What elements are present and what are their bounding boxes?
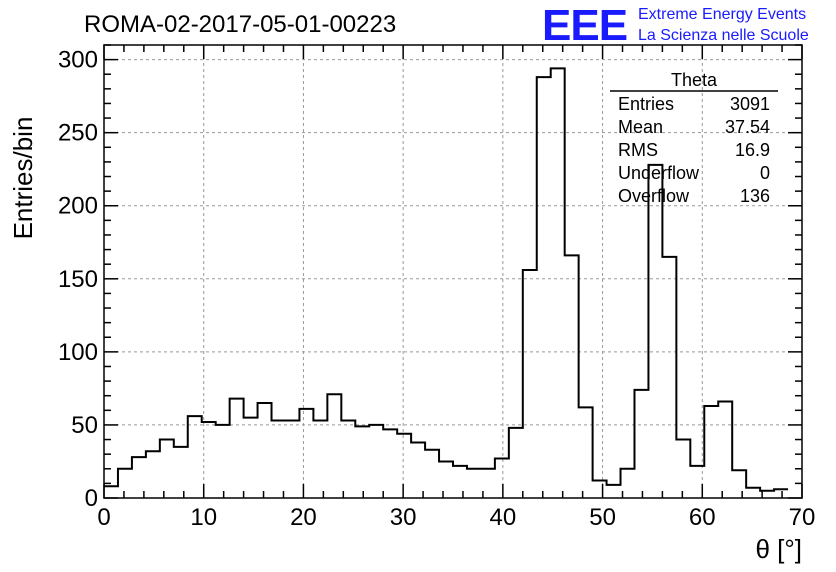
y-tick-label: 300 [58,47,98,74]
stats-label: Overflow [618,186,690,206]
y-axis-label: Entries/bin [8,117,38,240]
y-tick-label: 250 [58,120,98,147]
histogram-line [104,67,789,492]
grid-lines [104,45,802,498]
x-tick-label: 0 [97,504,110,531]
x-tick-label: 50 [589,504,616,531]
y-tick-label: 0 [85,485,98,512]
stats-label: Underflow [618,163,700,183]
logo-line1: Extreme Energy Events [638,6,806,23]
x-tick-labels: 0 10 20 30 40 50 60 70 [97,504,815,531]
stats-value: 136 [740,186,770,206]
y-tick-label: 100 [58,339,98,366]
logo-mark: EEE [542,1,627,50]
y-tick-label: 50 [71,412,98,439]
x-tick-label: 70 [789,504,816,531]
stats-label: RMS [618,140,658,160]
y-tick-labels: 0 50 100 150 200 250 300 [58,47,98,512]
x-axis-label: θ [°] [755,534,802,564]
axis-ticks [103,44,803,499]
stats-value: 37.54 [725,117,770,137]
stats-rows: Entries 3091 Mean 37.54 RMS 16.9 Underflow 0 Ove… [618,94,770,206]
stats-label: Entries [618,94,674,114]
x-tick-label: 30 [390,504,417,531]
chart-title: ROMA-02-2017-05-01-00223 [84,11,396,38]
stats-value: 0 [760,163,770,183]
stats-box: Theta Entries 3091 Mean 37.54 RMS 16.9 Underfl… [610,70,778,206]
x-tick-label: 20 [290,504,317,531]
stats-value: 16.9 [735,140,770,160]
eee-logo: EEE Extreme Energy Events La Scienza nel… [542,1,809,50]
logo-line2: La Scienza nelle Scuole [638,27,809,44]
y-tick-label: 200 [58,193,98,220]
x-tick-label: 10 [190,504,217,531]
plot-frame [103,44,803,499]
stats-value: 3091 [730,94,770,114]
x-tick-label: 40 [490,504,517,531]
stats-label: Mean [618,117,663,137]
y-tick-label: 150 [58,266,98,293]
stats-title: Theta [671,70,718,90]
x-tick-label: 60 [689,504,716,531]
